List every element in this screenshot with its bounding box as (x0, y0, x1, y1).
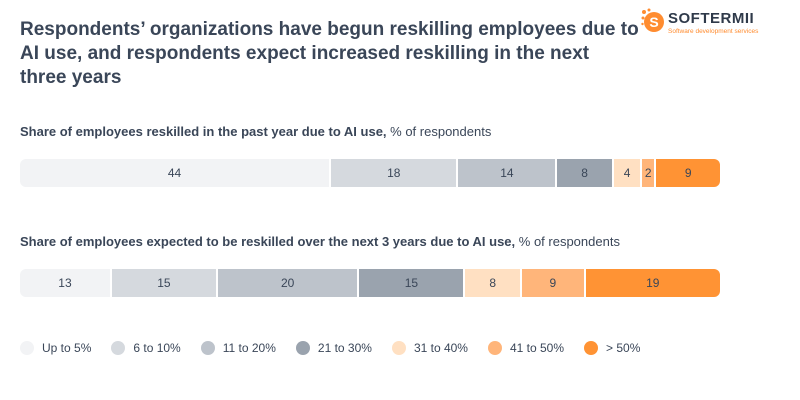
legend-swatch (200, 341, 215, 355)
legend-swatch (295, 341, 310, 355)
legend-item: 41 to 50% (487, 341, 565, 355)
chart-1-segment-up-to-5: 44 (20, 159, 332, 187)
legend-swatch (487, 341, 502, 355)
chart-2-title: Share of employees expected to be reskil… (20, 234, 620, 249)
legend-item: 31 to 40% (391, 341, 468, 355)
chart-1-title: Share of employees reskilled in the past… (20, 124, 491, 139)
legend-label: 6 to 10% (133, 341, 181, 355)
chart-1-segment-over-50: 9 (656, 159, 720, 187)
legend-item: 6 to 10% (111, 341, 181, 355)
chart-2-value-label: 13 (58, 276, 72, 290)
chart-2-value-label: 9 (549, 276, 557, 290)
legend-swatch (391, 341, 406, 355)
chart-1-segment-41-to-50: 2 (642, 159, 657, 187)
chart-2-segment-31-to-40: 8 (465, 269, 522, 297)
chart-1-segment-11-to-20: 14 (458, 159, 558, 187)
legend-item: 11 to 20% (200, 341, 276, 355)
legend-swatch (584, 341, 599, 355)
chart-1-value-label: 14 (500, 166, 514, 180)
chart-1-value-label: 4 (623, 166, 631, 180)
chart-1-segment-31-to-40: 4 (613, 159, 643, 187)
legend-label: 41 to 50% (509, 341, 565, 355)
chart-2-segment-over-50: 19 (585, 269, 720, 297)
softermii-logo-icon: S (641, 8, 664, 32)
chart-2-stacked-bar: 13 15 20 15 8 9 19 (20, 269, 720, 297)
chart-2-value-label: 8 (489, 276, 497, 290)
legend-label: Up to 5% (42, 341, 92, 355)
legend-label: 11 to 20% (222, 341, 276, 355)
logo-letter: S (649, 14, 658, 30)
legend-swatch (20, 341, 34, 355)
legend-item: 21 to 30% (295, 341, 372, 355)
legend-label: 31 to 40% (413, 341, 468, 355)
chart-1-segment-6-to-10: 18 (331, 159, 459, 187)
chart-1-value-label: 2 (644, 166, 652, 180)
chart-1-value-label: 44 (167, 166, 182, 180)
softermii-logo: S SOFTERMII Software development service… (641, 8, 791, 40)
logo-brand-name: SOFTERMII (668, 10, 755, 27)
chart-2-segment-21-to-30: 15 (359, 269, 466, 297)
chart-2-segment-6-to-10: 15 (111, 269, 218, 297)
legend-swatch (111, 341, 126, 355)
chart-1-segment-21-to-30: 8 (557, 159, 614, 187)
chart-2-segment-up-to-5: 13 (20, 269, 112, 297)
chart-1-title-bold: Share of employees reskilled in the past… (20, 124, 387, 139)
chart-1-title-unit: % of respondents (386, 124, 492, 139)
logo-tagline: Software development services (668, 28, 759, 35)
chart-2-value-label: 15 (404, 276, 419, 290)
legend-item: Up to 5% (20, 341, 91, 355)
chart-2-segment-41-to-50: 9 (521, 269, 586, 297)
chart-1-value-label: 9 (684, 166, 692, 180)
chart-2-segment-11-to-20: 20 (217, 269, 360, 297)
legend-label: > 50% (606, 341, 641, 355)
legend-item: > 50% (584, 341, 640, 355)
legend-label: 21 to 30% (317, 341, 372, 355)
chart-1-stacked-bar: 44 18 14 8 4 2 9 (20, 159, 720, 187)
chart-2-title-unit: % of respondents (515, 234, 620, 249)
legend: Up to 5% 6 to 10% 11 to 20% 21 to 30% 31 to … (20, 340, 660, 356)
chart-2-value-label: 20 (280, 276, 295, 290)
chart-1-value-label: 18 (387, 166, 401, 180)
chart-1-value-label: 8 (581, 166, 588, 180)
chart-2-value-label: 19 (646, 276, 660, 290)
chart-title: Respondents’ organizations have begun re… (20, 19, 639, 88)
chart-2-value-label: 15 (157, 276, 171, 290)
chart-2-title-bold: Share of employees expected to be reskil… (20, 234, 516, 249)
